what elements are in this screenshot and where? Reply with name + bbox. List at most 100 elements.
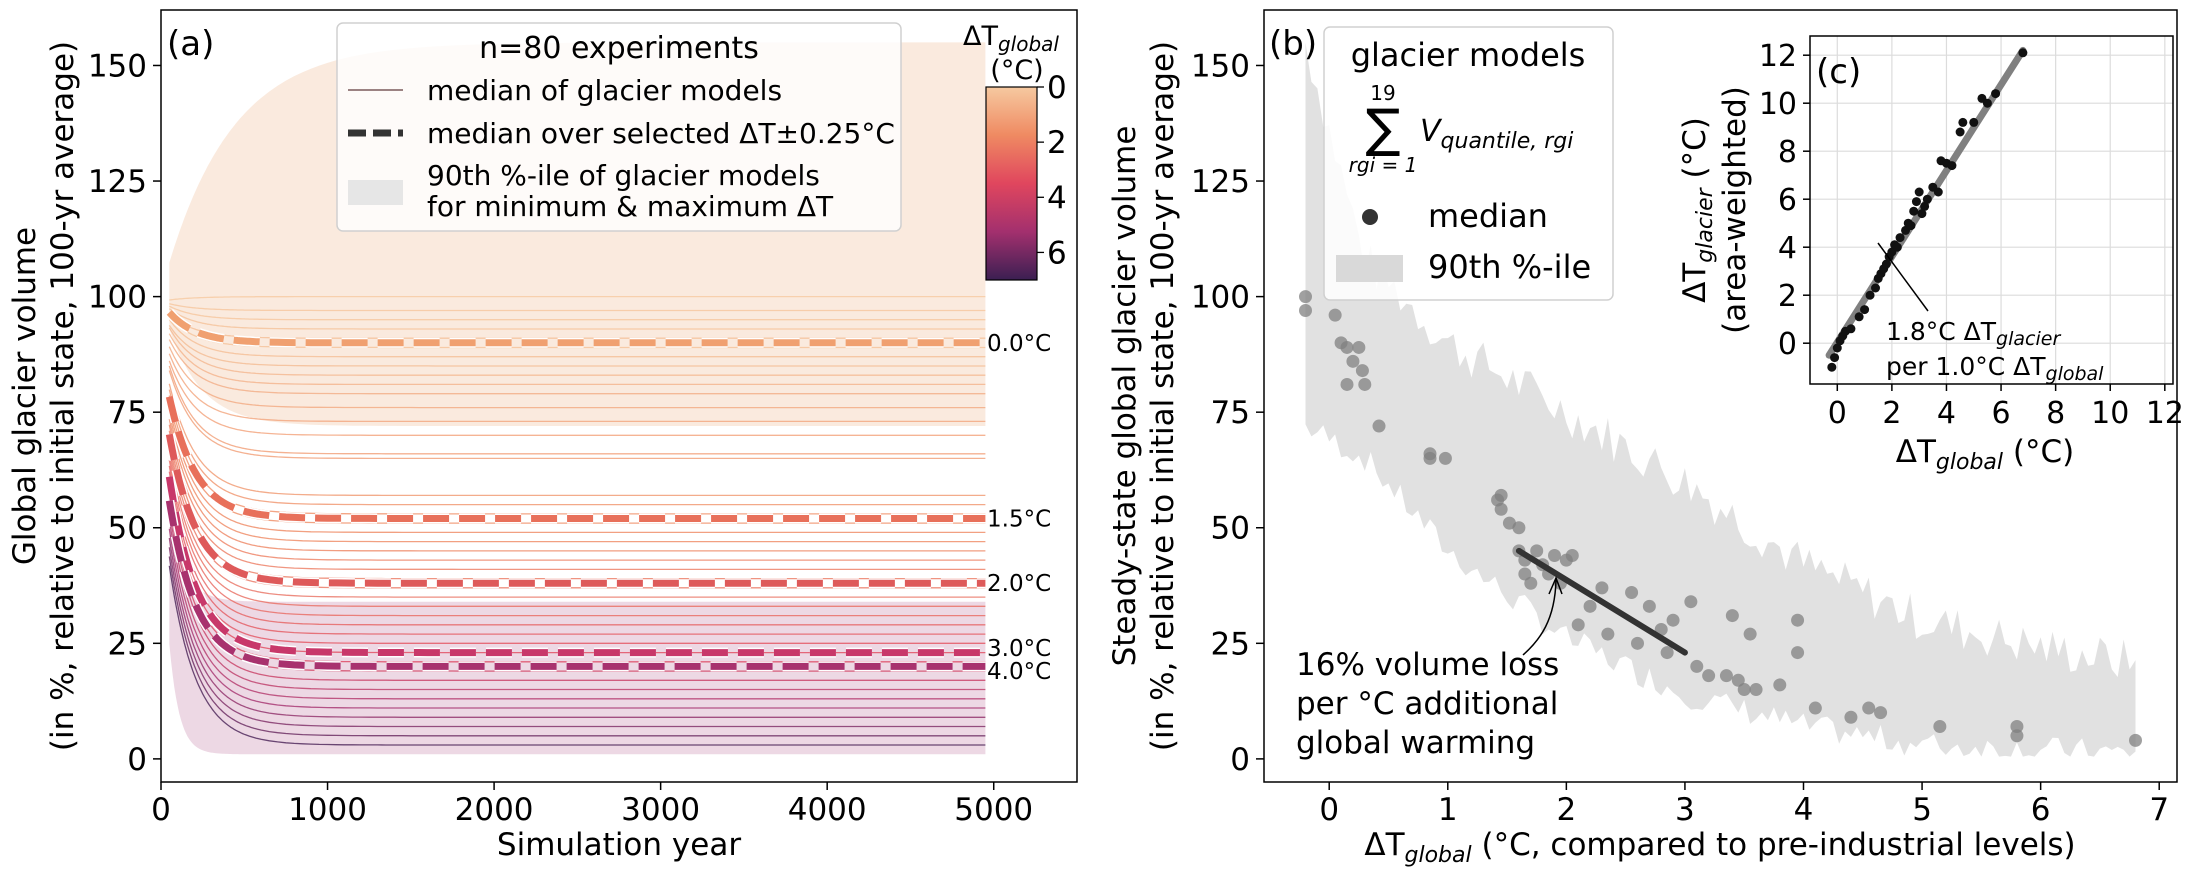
scatter-point — [1565, 548, 1579, 562]
colorbar-title: ΔTglobal — [963, 21, 1059, 56]
panel-c-annotation-1-sub: glacier — [1996, 328, 2061, 350]
experiment-curve — [168, 424, 986, 561]
experiment-curve — [168, 556, 986, 737]
x-tick-label: 0 — [151, 792, 171, 828]
scatter-point — [1423, 451, 1437, 465]
x-tick-label: 8 — [2046, 396, 2065, 431]
scatter-point — [1947, 161, 1957, 171]
y-tick-label: 2 — [1778, 279, 1797, 314]
panel-c-ylabel-line1: ΔTglacier (°C) — [1677, 117, 1718, 303]
panel-b-legend-box — [1323, 26, 1614, 301]
experiment-curve — [168, 370, 986, 460]
panel-c-grid — [1810, 36, 2173, 384]
scatter-point — [1352, 340, 1366, 354]
scatter-point — [1827, 362, 1837, 372]
panel-c-plot — [1825, 46, 2028, 372]
scatter-point — [1625, 585, 1639, 599]
experiment-curve — [168, 528, 986, 709]
y-tick-label: 25 — [108, 626, 147, 662]
scatter-point — [1846, 324, 1856, 334]
scatter-point — [1719, 669, 1733, 683]
end-label: 1.5°C — [987, 507, 1051, 533]
scatter-point — [1969, 117, 1979, 127]
colorbar-tick-label: 4 — [1047, 180, 1067, 216]
x-tick-label: 6 — [2031, 792, 2051, 828]
scatter-point — [1660, 646, 1674, 660]
panel-a-frame — [160, 9, 1078, 783]
scatter-point — [1358, 377, 1372, 391]
scatter-point — [1725, 609, 1739, 623]
x-tick-label: 4 — [1937, 396, 1956, 431]
panel-b-annotation-1: 16% volume loss — [1296, 647, 1559, 683]
experiment-curve — [168, 418, 986, 552]
panel-a-ylabel-line1: Global glacier volume — [7, 227, 43, 565]
scatter-point — [1642, 599, 1656, 613]
panel-b-xlabel-delta: ΔT — [1364, 827, 1405, 863]
x-tick-label: 10 — [2091, 396, 2129, 431]
scatter-point — [1571, 618, 1585, 632]
panel-c-x-ticks: 0 2 4 6 8 10 12 — [1828, 384, 2184, 431]
scatter-point — [1595, 581, 1609, 595]
experiment-curve — [168, 430, 986, 571]
median-line — [165, 395, 986, 522]
median-line — [165, 500, 986, 670]
x-tick-label: 3 — [1675, 792, 1695, 828]
y-tick-label: 4 — [1778, 231, 1797, 266]
scatter-point — [1933, 187, 1943, 197]
x-tick-label: 0 — [1319, 792, 1339, 828]
experiment-curve — [168, 519, 986, 700]
x-tick-label: 2 — [1556, 792, 1576, 828]
end-label: 0.0°C — [987, 331, 1051, 357]
scatter-point — [1340, 377, 1354, 391]
experiment-curve — [168, 333, 986, 386]
panel-b-annotation-2: per °C additional — [1296, 686, 1558, 722]
legend-gray-band-label: 90th %-ile — [1428, 248, 1591, 286]
y-tick-label: 75 — [108, 395, 147, 431]
colorbar-title-sub: global — [998, 32, 1059, 56]
legend-sum-sub: quantile, rgi — [1441, 129, 1574, 154]
legend-band-swatch — [348, 180, 403, 205]
median-line — [165, 476, 986, 657]
experiment-curve — [168, 365, 986, 455]
panel-c-annotation-1: 1.8°C ΔTglacier — [1886, 317, 2061, 350]
panel-b-annotation-3: global warming — [1296, 725, 1535, 761]
panel-b-90th-band — [1305, 42, 2136, 757]
scatter-point — [1791, 613, 1805, 627]
scatter-point — [1731, 673, 1745, 687]
experiment-curve — [168, 360, 986, 436]
y-tick-label: 50 — [1211, 511, 1250, 547]
end-label: 4.0°C — [987, 659, 1051, 685]
legend-sum-lower: rgi = 1 — [1349, 153, 1418, 177]
experiment-curve — [169, 303, 986, 312]
scatter-point — [1749, 683, 1763, 697]
legend-median-glacier-label: median of glacier models — [427, 74, 782, 107]
panel-a-legend: n=80 experiments median of glacier model… — [336, 22, 902, 232]
experiment-curve — [168, 565, 986, 746]
experiment-curve — [168, 459, 986, 617]
scatter-point — [1631, 636, 1644, 650]
legend-sum-upper: 19 — [1370, 81, 1395, 105]
scatter-point — [1881, 259, 1891, 269]
y-tick-label: 0 — [1230, 742, 1250, 778]
x-tick-label: 12 — [2146, 396, 2184, 431]
panel-c-ylabel-unit: (°C) — [1677, 117, 1713, 188]
colorbar-tick-label: 0 — [1047, 70, 1067, 106]
panel-c-ylabel-delta: ΔT — [1677, 262, 1713, 303]
scatter-point — [1494, 502, 1508, 516]
legend-sum-symbol: ∑ — [1365, 99, 1400, 159]
scatter-point — [1991, 89, 2001, 99]
scatter-point — [1518, 567, 1532, 581]
experiment-curve — [168, 308, 986, 330]
legend-sum-expression: Vquantile, rgi — [1420, 114, 1573, 154]
scatter-point — [1958, 117, 1968, 127]
y-tick-label: 100 — [88, 280, 147, 316]
panel-b-annotation-arrow — [1522, 579, 1557, 656]
panel-c-annotation-2-pre: per 1.0°C ΔT — [1886, 352, 2046, 381]
panel-b-x-ticks: 0 1 2 3 4 5 6 7 — [1319, 782, 2169, 828]
experiment-curve — [168, 471, 986, 635]
panel-c-xlabel-sub: global — [1936, 450, 2003, 475]
panel-b-xlabel-sub: global — [1405, 843, 1472, 868]
experiment-curve — [169, 295, 986, 301]
x-tick-label: 4000 — [788, 792, 867, 828]
panel-b-xlabel-rest: (°C, compared to pre-industrial levels) — [1472, 827, 2076, 863]
